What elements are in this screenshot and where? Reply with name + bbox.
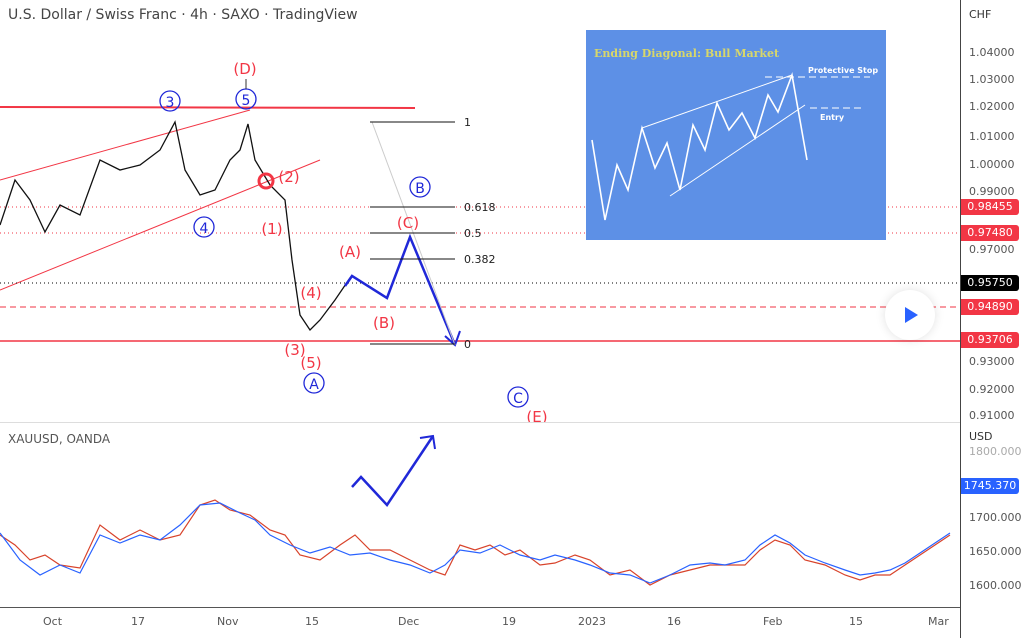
fib-label: 0.618 xyxy=(464,201,496,214)
price-tick: 0.91000 xyxy=(969,409,1015,422)
play-icon xyxy=(905,307,918,323)
price-axis[interactable] xyxy=(960,0,1025,638)
price-tag: 0.93706 xyxy=(961,332,1019,348)
sub-price-tick: 1800.000 xyxy=(969,445,1022,458)
wave-label: (E) xyxy=(526,408,547,422)
sub-pane-title: XAUUSD, OANDA xyxy=(8,432,111,446)
price-tick: 1.04000 xyxy=(969,46,1015,59)
ending-diagonal-inset: Ending Diagonal: Bull Market Protective … xyxy=(586,30,886,240)
price-tick: 1.00000 xyxy=(969,158,1015,171)
axis-currency: CHF xyxy=(969,8,992,21)
pane-divider[interactable] xyxy=(0,422,1025,423)
price-tag: 0.94890 xyxy=(961,299,1019,315)
price-tag: 0.98455 xyxy=(961,199,1019,215)
chart-title: U.S. Dollar / Swiss Franc · 4h · SAXO · … xyxy=(8,7,358,23)
wave-label: (D) xyxy=(233,60,256,78)
time-tick: 15 xyxy=(849,615,863,628)
price-tick: 1.03000 xyxy=(969,73,1015,86)
main-chart: 1 0.618 0.5 0.382 0 3 5 4 A B C (D) (2) … xyxy=(0,30,960,422)
wave-label: B xyxy=(415,181,425,197)
fib-label: 0 xyxy=(464,338,471,351)
wave-label: (3) xyxy=(284,341,305,359)
time-tick: Dec xyxy=(398,615,420,628)
last-price-tag: 0.95750 xyxy=(961,275,1019,291)
sub-axis-currency: USD xyxy=(969,430,993,443)
time-tick: Oct xyxy=(43,615,63,628)
price-tag: 0.97480 xyxy=(961,225,1019,241)
svg-text:Protective Stop: Protective Stop xyxy=(808,66,878,75)
svg-text:Ending Diagonal: Bull Market: Ending Diagonal: Bull Market xyxy=(594,47,780,60)
time-tick: 16 xyxy=(667,615,681,628)
time-tick: 2023 xyxy=(578,615,606,628)
sub-price-tick: 1700.000 xyxy=(969,511,1022,524)
price-tick: 0.99000 xyxy=(969,185,1015,198)
sub-last-price-tag: 1745.370 xyxy=(961,478,1019,494)
time-tick: 19 xyxy=(502,615,516,628)
wave-label: (A) xyxy=(339,243,361,261)
price-tick: 0.97000 xyxy=(969,243,1015,256)
wave-label: (4) xyxy=(300,284,321,302)
wave-label: C xyxy=(513,391,523,407)
x-axis-line xyxy=(0,607,1025,608)
wave-label: A xyxy=(309,377,319,393)
time-tick: 17 xyxy=(131,615,145,628)
wave-label: 3 xyxy=(166,95,175,111)
fib-label: 1 xyxy=(464,116,471,129)
price-tick: 1.02000 xyxy=(969,100,1015,113)
time-tick: 15 xyxy=(305,615,319,628)
time-tick: Feb xyxy=(763,615,783,628)
price-tick: 0.92000 xyxy=(969,383,1015,396)
price-tick: 0.93000 xyxy=(969,355,1015,368)
wave-label: (B) xyxy=(373,314,395,332)
sub-price-tick: 1650.000 xyxy=(969,545,1022,558)
play-button[interactable] xyxy=(885,290,935,340)
svg-text:Entry: Entry xyxy=(820,113,845,122)
fib-label: 0.5 xyxy=(464,227,482,240)
wave-label: 4 xyxy=(200,221,209,237)
wave-label: (1) xyxy=(261,220,282,238)
time-tick: Mar xyxy=(928,615,949,628)
wave-label: (5) xyxy=(300,354,321,372)
wave-label: (C) xyxy=(397,214,419,232)
fib-label: 0.382 xyxy=(464,253,496,266)
sub-price-tick: 1600.000 xyxy=(969,579,1022,592)
wave-label: (2) xyxy=(278,168,299,186)
time-tick: Nov xyxy=(217,615,239,628)
wave-label: 5 xyxy=(242,93,251,109)
sub-chart xyxy=(0,434,951,586)
price-tick: 1.01000 xyxy=(969,130,1015,143)
